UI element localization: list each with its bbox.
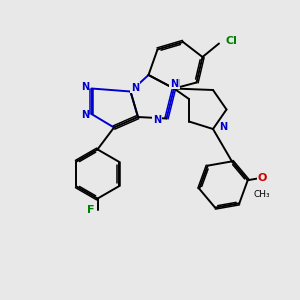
Text: N: N xyxy=(171,79,180,89)
Text: O: O xyxy=(258,173,267,183)
Text: N: N xyxy=(220,122,228,133)
Text: CH₃: CH₃ xyxy=(254,190,271,199)
Text: F: F xyxy=(87,205,94,215)
Text: N: N xyxy=(81,82,89,92)
Text: Cl: Cl xyxy=(226,35,238,46)
Text: N: N xyxy=(170,79,178,89)
Text: N: N xyxy=(81,110,89,121)
Text: N: N xyxy=(153,115,161,125)
Text: N: N xyxy=(131,83,139,93)
